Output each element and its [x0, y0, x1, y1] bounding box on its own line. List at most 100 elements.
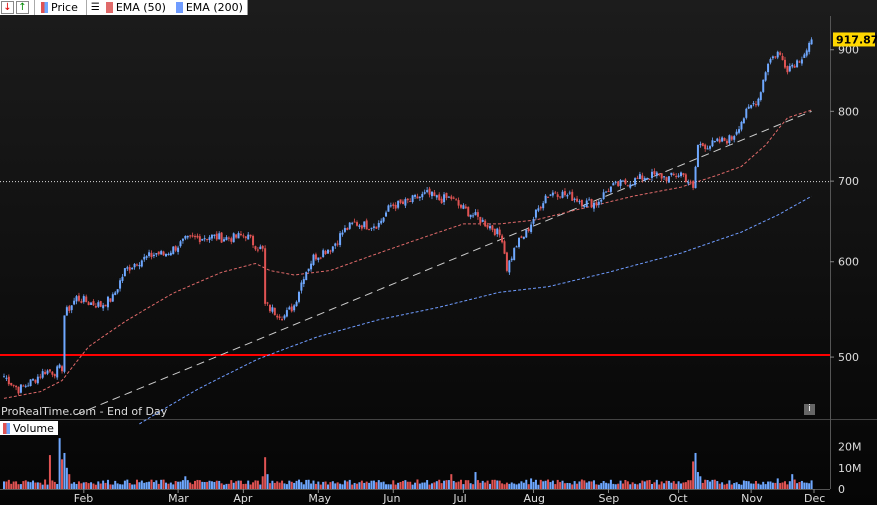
candle: [12, 384, 15, 386]
volume-bar: [527, 484, 530, 489]
candle: [239, 233, 242, 236]
candle: [157, 251, 160, 255]
candle: [264, 248, 267, 304]
volume-bar: [472, 484, 475, 489]
candle: [496, 228, 499, 235]
x-tick-label: Jul: [452, 492, 466, 505]
volume-bar: [276, 481, 279, 489]
legend-ema50[interactable]: EMA (50): [105, 1, 166, 14]
candle: [696, 144, 699, 168]
candle: [706, 148, 709, 150]
volume-bar: [404, 480, 407, 489]
volume-bar: [769, 481, 772, 489]
volume-bar: [573, 481, 576, 489]
candle: [339, 233, 342, 245]
info-icon[interactable]: i: [804, 404, 815, 415]
arrow-up-icon[interactable]: ↑: [16, 1, 29, 14]
volume-bar: [273, 482, 276, 489]
candle: [143, 256, 146, 260]
volume-bar: [718, 483, 721, 489]
y-tick-label: 700: [838, 175, 859, 188]
volume-bar: [179, 481, 182, 489]
volume-bar: [203, 482, 206, 489]
candle: [70, 305, 73, 311]
candle: [617, 181, 620, 187]
candle: [399, 199, 402, 203]
candle: [310, 263, 313, 270]
candle: [336, 243, 339, 245]
candle: [27, 385, 30, 387]
volume-bar: [609, 479, 612, 489]
candle: [268, 305, 271, 312]
candle: [501, 235, 504, 243]
arrow-down-icon[interactable]: ↓: [1, 1, 14, 14]
candle: [300, 282, 303, 291]
candle: [636, 177, 639, 179]
volume-tick-label: 10M: [838, 462, 862, 475]
candle: [210, 234, 213, 239]
legend-ema50-label: EMA (50): [115, 1, 166, 14]
volume-bar: [288, 480, 291, 489]
chart-toolbar: ↓ ↑ Price ☰ EMA (50) EMA (200): [0, 0, 248, 15]
candle: [92, 301, 95, 306]
volume-bar: [684, 482, 687, 489]
legend-price[interactable]: Price: [41, 1, 78, 14]
candle: [447, 196, 450, 198]
candle: [573, 198, 576, 200]
volume-bar: [663, 483, 666, 489]
candle: [285, 310, 288, 317]
candle: [803, 54, 806, 58]
candle: [167, 254, 170, 256]
candle: [791, 64, 794, 67]
volume-bar: [157, 483, 160, 489]
candle: [213, 234, 216, 236]
candle: [416, 196, 419, 199]
volume-bar: [82, 482, 85, 489]
candle: [672, 173, 675, 176]
candle: [745, 108, 748, 118]
candle: [505, 252, 508, 271]
candle: [36, 376, 39, 384]
candle: [556, 194, 559, 197]
list-icon[interactable]: ☰: [90, 2, 100, 13]
candle: [735, 131, 738, 135]
volume-bar: [394, 484, 397, 489]
volume-bar: [438, 479, 441, 489]
volume-bar: [261, 476, 264, 489]
volume-bar: [196, 479, 199, 489]
candle: [723, 138, 726, 141]
candle: [549, 194, 552, 196]
volume-bar: [505, 482, 508, 489]
volume-bar: [457, 481, 460, 489]
volume-bar: [252, 482, 255, 489]
volume-bar: [34, 482, 37, 489]
candle: [87, 302, 90, 306]
volume-bar: [343, 480, 346, 489]
volume-bar: [435, 481, 438, 489]
volume-bar: [595, 484, 598, 489]
volume-bar: [706, 480, 709, 489]
volume-bar: [534, 479, 537, 489]
candle: [525, 229, 528, 238]
volume-bar: [109, 484, 112, 489]
y-tick-label: 900: [838, 44, 859, 57]
volume-bar: [189, 482, 192, 489]
volume-bar: [520, 481, 523, 489]
volume-bar: [368, 482, 371, 489]
volume-bar: [85, 482, 88, 489]
volume-bar: [723, 484, 726, 489]
candle: [421, 193, 424, 198]
legend-ema200[interactable]: EMA (200): [175, 1, 243, 14]
candle: [44, 371, 47, 375]
candle: [331, 246, 334, 252]
volume-bar: [793, 479, 796, 489]
candle: [319, 257, 322, 259]
candle: [583, 206, 586, 208]
candle: [334, 243, 337, 246]
volume-bar: [80, 483, 83, 489]
candle: [808, 42, 811, 52]
volume-bar: [423, 482, 426, 489]
volume-bar: [302, 484, 305, 489]
volume-bar: [297, 479, 300, 489]
